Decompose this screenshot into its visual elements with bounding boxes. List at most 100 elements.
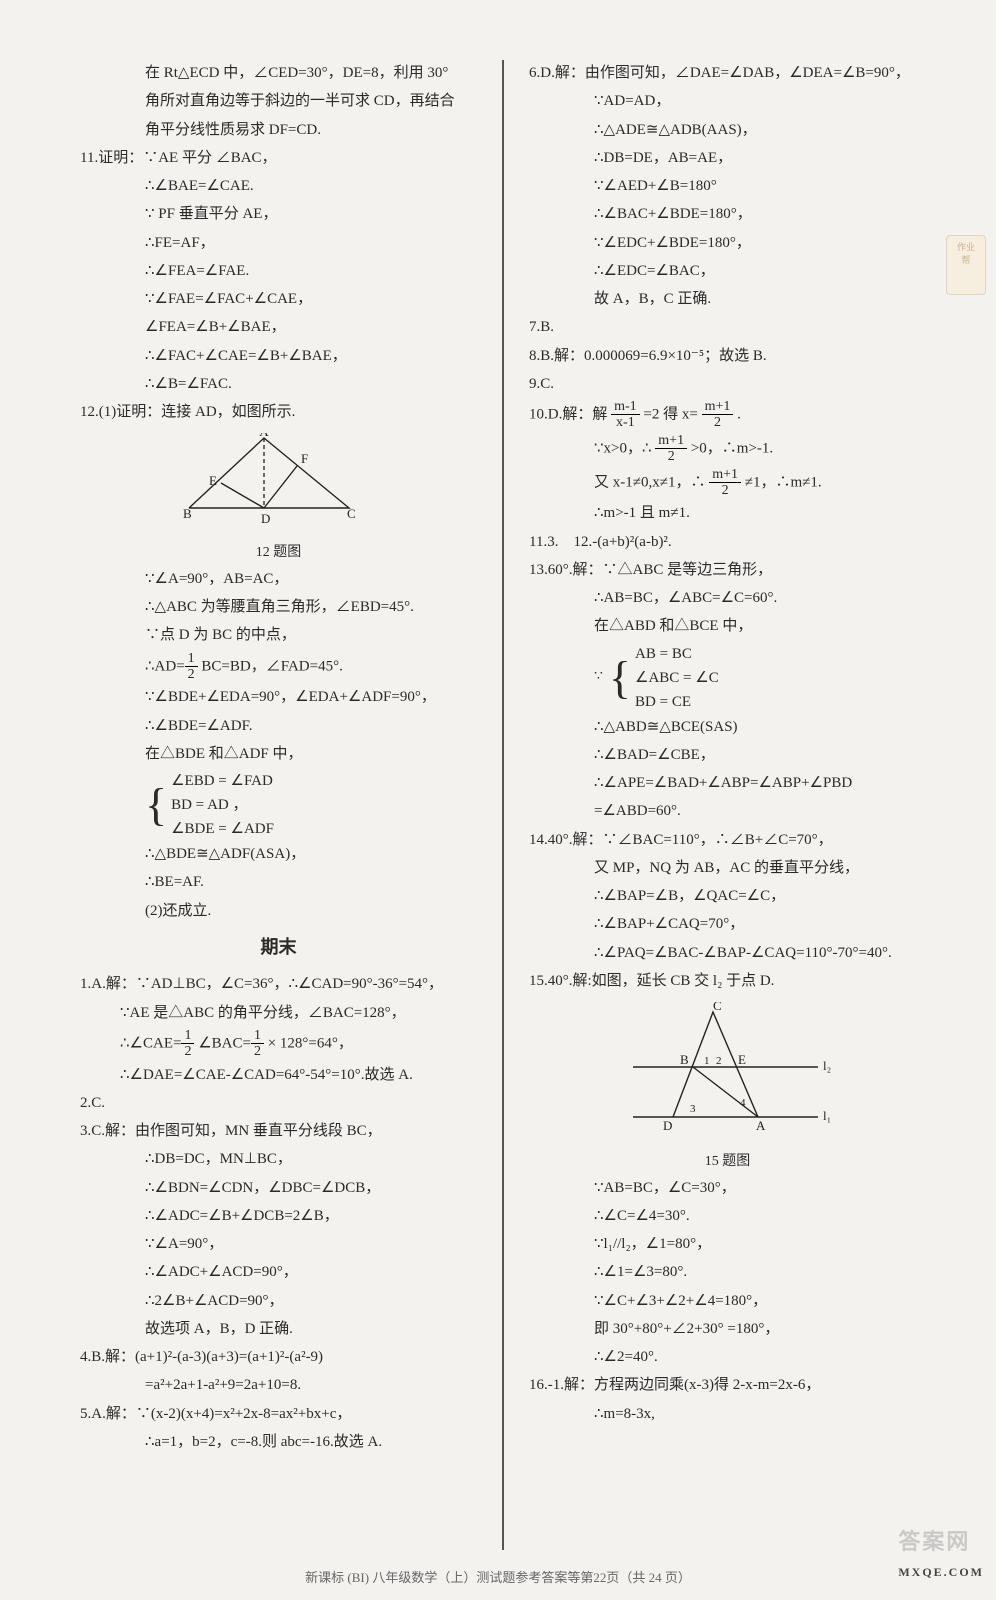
text-fragment: =2 得 x= — [640, 406, 702, 422]
text-fragment: >0，∴m>-1. — [687, 440, 773, 456]
svg-text:F: F — [301, 451, 308, 466]
text-line: 又 MP，NQ 为 AB，AC 的垂直平分线， — [529, 855, 926, 881]
text-line: 15.40°.解:如图，延长 CB 交 l₂ 于点 D. — [529, 968, 926, 994]
text-line: 角平分线性质易求 DF=CD. — [80, 117, 477, 143]
brace-system-12: { ∠EBD = ∠FAD BD = AD ， ∠BDE = ∠ADF — [145, 769, 477, 841]
figure-15: C B E D A l₂ l₁ 1 2 3 4 — [618, 1002, 838, 1142]
brace-line: AB = BC — [635, 642, 719, 666]
watermark: 答案网MXQE.COM — [898, 1524, 984, 1582]
brace-line: ∠EBD = ∠FAD — [171, 769, 274, 793]
text-line: (2)还成立. — [80, 898, 477, 924]
figure-15-caption: 15 题图 — [529, 1150, 926, 1175]
svg-text:1: 1 — [704, 1055, 710, 1067]
text-line: ∴AB=BC，∠ABC=∠C=60°. — [529, 585, 926, 611]
brace-line: BD = CE — [635, 690, 719, 714]
text-line: 13.60°.解：∵△ABC 是等边三角形， — [529, 557, 926, 583]
text-line: ∴∠BAE=∠CAE. — [80, 173, 477, 199]
svg-text:B: B — [680, 1052, 689, 1067]
text-line: ∴m>-1 且 m≠1. — [529, 500, 926, 526]
brace-line: ∠BDE = ∠ADF — [171, 817, 274, 841]
text-line: ∴∠PAQ=∠BAC-∠BAP-∠CAQ=110°-70°=40°. — [529, 940, 926, 966]
text-line: ∵∠FAE=∠FAC+∠CAE， — [80, 286, 477, 312]
text-line: 在△ABD 和△BCE 中， — [529, 613, 926, 639]
text-line: ∴∠FEA=∠FAE. — [80, 258, 477, 284]
text-line: ∴∠C=∠4=30°. — [529, 1203, 926, 1229]
text-line: ∴a=1，b=2，c=-8.则 abc=-16.故选 A. — [80, 1429, 477, 1455]
text-line: 3.C.解：由作图可知，MN 垂直平分线段 BC， — [80, 1118, 477, 1144]
svg-text:E: E — [209, 473, 217, 488]
text-line: ∵AE 是△ABC 的角平分线，∠BAC=128°， — [80, 1000, 477, 1026]
svg-text:4: 4 — [740, 1097, 746, 1109]
brace-line: BD = AD ， — [171, 793, 274, 817]
text-line: ∴∠BDE=∠ADF. — [80, 713, 477, 739]
text-line: ∵∠AED+∠B=180° — [529, 173, 926, 199]
figure-12: A B C D E F — [179, 433, 379, 533]
text-line: ∴FE=AF， — [80, 230, 477, 256]
text-line: 11.3. 12.-(a+b)²(a-b)². — [529, 529, 926, 555]
text-line: 又 x-1≠0,x≠1，∴ m+12 ≠1，∴m≠1. — [529, 467, 926, 499]
text-line: 14.40°.解：∵∠BAC=110°，∴∠B+∠C=70°， — [529, 827, 926, 853]
svg-text:D: D — [261, 511, 270, 526]
text-line: 11.证明：∵AE 平分 ∠BAC， — [80, 145, 477, 171]
text-fragment: ∵x>0，∴ — [594, 440, 655, 456]
svg-text:l₁: l₁ — [823, 1108, 831, 1123]
brace-line: ∠ABC = ∠C — [635, 666, 719, 690]
side-stamp: 作业帮 — [946, 235, 986, 295]
svg-text:l₂: l₂ — [823, 1058, 831, 1073]
text-line: 故 A，B，C 正确. — [529, 286, 926, 312]
svg-text:D: D — [663, 1118, 672, 1133]
text-fragment: × 128°=64°， — [264, 1035, 353, 1051]
text-line: =a²+2a+1-a²+9=2a+10=8. — [80, 1372, 477, 1398]
text-line: 即 30°+80°+∠2+30° =180°， — [529, 1316, 926, 1342]
text-line: ∴∠APE=∠BAD+∠ABP=∠ABP+∠PBD — [529, 770, 926, 796]
text-line: ∴∠DAE=∠CAE-∠CAD=64°-54°=10°.故选 A. — [80, 1062, 477, 1088]
text-line: 角所对直角边等于斜边的一半可求 CD，再结合 — [80, 88, 477, 114]
svg-text:A: A — [756, 1118, 766, 1133]
text-line: ∵∠BDE+∠EDA=90°，∠EDA+∠ADF=90°， — [80, 684, 477, 710]
text-line: 4.B.解：(a+1)²-(a-3)(a+3)=(a+1)²-(a²-9) — [80, 1344, 477, 1370]
text-line: 2.C. — [80, 1090, 477, 1116]
text-line: ∵ PF 垂直平分 AE， — [80, 201, 477, 227]
text-line: ∴2∠B+∠ACD=90°， — [80, 1288, 477, 1314]
text-line: 9.C. — [529, 371, 926, 397]
text-line: 10.D.解：解 m-1x-1 =2 得 x= m+12 . — [529, 399, 926, 431]
text-line: ∴∠CAE=12 ∠BAC=12 × 128°=64°， — [80, 1028, 477, 1060]
text-line: 16.-1.解：方程两边同乘(x-3)得 2-x-m=2x-6， — [529, 1372, 926, 1398]
section-header-final: 期末 — [80, 932, 477, 964]
text-line: ∴DB=DC，MN⊥BC， — [80, 1146, 477, 1172]
text-line: ∴∠ADC+∠ACD=90°， — [80, 1259, 477, 1285]
text-line: ∵AD=AD， — [529, 88, 926, 114]
left-column: 在 Rt△ECD 中，∠CED=30°，DE=8，利用 30° 角所对直角边等于… — [80, 60, 502, 1550]
text-line: ∵∠C+∠3+∠2+∠4=180°， — [529, 1288, 926, 1314]
text-line: ∵AB=BC，∠C=30°， — [529, 1175, 926, 1201]
svg-text:A: A — [259, 433, 269, 439]
text-fragment: ∠BAC= — [194, 1035, 251, 1051]
figure-12-caption: 12 题图 — [80, 541, 477, 566]
text-line: ∵l₁//l₂，∠1=80°， — [529, 1231, 926, 1257]
text-line: 故选项 A，B，D 正确. — [80, 1316, 477, 1342]
text-fragment: . — [733, 406, 741, 422]
text-line: ∴∠BAP+∠CAQ=70°， — [529, 911, 926, 937]
text-line: ∵点 D 为 BC 的中点， — [80, 622, 477, 648]
text-line: 8.B.解：0.000069=6.9×10⁻⁵；故选 B. — [529, 343, 926, 369]
text-line: ∴∠2=40°. — [529, 1344, 926, 1370]
brace-system-13: ∵ { AB = BC ∠ABC = ∠C BD = CE — [594, 642, 926, 714]
text-line: ∴AD=12 BC=BD，∠FAD=45°. — [80, 651, 477, 683]
text-line: 在 Rt△ECD 中，∠CED=30°，DE=8，利用 30° — [80, 60, 477, 86]
text-line: ∴△BDE≅△ADF(ASA)， — [80, 841, 477, 867]
text-line: ∴∠BAC+∠BDE=180°， — [529, 201, 926, 227]
text-fragment: 10.D.解：解 — [529, 406, 611, 422]
text-line: ∵∠A=90°，AB=AC， — [80, 566, 477, 592]
text-line: ∴△ABD≅△BCE(SAS) — [529, 714, 926, 740]
text-line: =∠ABD=60°. — [529, 798, 926, 824]
svg-text:C: C — [347, 506, 356, 521]
text-line: ∴∠FAC+∠CAE=∠B+∠BAE， — [80, 343, 477, 369]
text-line: 6.D.解：由作图可知，∠DAE=∠DAB，∠DEA=∠B=90°， — [529, 60, 926, 86]
text-line: ∴∠BAD=∠CBE， — [529, 742, 926, 768]
text-line: ∴m=8-3x, — [529, 1401, 926, 1427]
text-line: ∴∠BDN=∠CDN，∠DBC=∠DCB， — [80, 1175, 477, 1201]
text-line: ∴∠1=∠3=80°. — [529, 1259, 926, 1285]
text-fragment: ∴∠CAE= — [120, 1035, 181, 1051]
text-line: 在△BDE 和△ADF 中， — [80, 741, 477, 767]
text-line: ∵∠A=90°， — [80, 1231, 477, 1257]
